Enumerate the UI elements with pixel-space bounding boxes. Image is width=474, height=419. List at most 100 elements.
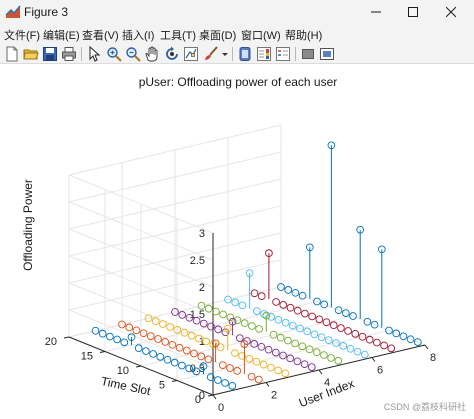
stem-marker <box>190 349 198 358</box>
y-tick-label: 10 <box>117 365 129 377</box>
wall-gridline <box>68 174 214 234</box>
matlab-figure-icon <box>5 5 21 18</box>
y-tick-mark <box>63 336 70 339</box>
menu-tools[interactable]: 工具(T) <box>160 30 197 42</box>
stem-marker <box>327 141 336 150</box>
print-icon[interactable] <box>61 46 77 62</box>
stem-marker <box>288 321 297 330</box>
menu-help[interactable]: 帮助(H) <box>285 30 323 42</box>
stem-marker <box>195 334 203 343</box>
stem-marker <box>274 366 282 375</box>
stem-marker <box>385 326 393 335</box>
link-plot-icon[interactable] <box>237 46 253 62</box>
minimize-icon <box>371 11 381 13</box>
menu-window[interactable]: 窗口(W) <box>241 30 281 42</box>
stem-marker <box>142 347 150 355</box>
stem-marker <box>132 326 141 335</box>
stem-marker <box>339 342 348 350</box>
minimize-button[interactable] <box>353 0 399 24</box>
wall-gridline <box>68 255 214 315</box>
stem-marker <box>139 329 148 338</box>
stem-marker <box>161 338 170 346</box>
stem-marker <box>206 373 215 382</box>
stem-marker <box>171 308 179 316</box>
wall-gridline <box>68 309 214 369</box>
stem-marker <box>327 354 335 362</box>
y-tick-label: 15 <box>81 351 93 363</box>
x-tick-label: 0 <box>218 402 224 414</box>
zoom-out-icon[interactable] <box>125 46 141 62</box>
stem-marker <box>307 363 316 371</box>
maximize-icon <box>408 7 418 17</box>
stem-marker <box>373 338 381 347</box>
stem-marker <box>106 332 114 341</box>
brush-icon[interactable] <box>203 46 219 62</box>
stem-marker <box>406 335 415 344</box>
toolbar-separator <box>81 47 82 61</box>
open-file-icon[interactable] <box>23 46 39 62</box>
stem-marker <box>252 357 261 366</box>
z-tick-label: 2 <box>199 282 205 294</box>
stem-marker <box>312 348 321 357</box>
stem-marker <box>233 316 242 325</box>
stem-marker <box>98 329 107 338</box>
stem-marker <box>272 298 280 306</box>
stem-marker <box>197 352 206 361</box>
stem-marker <box>356 225 365 234</box>
stem-marker <box>279 351 287 360</box>
stem-marker <box>170 358 179 367</box>
brush-dropdown-icon[interactable] <box>221 46 229 62</box>
stem3-plot[interactable]: pUser: Offloading power of each user 0 2 4… <box>0 65 474 419</box>
stem-marker <box>334 357 343 365</box>
figure-canvas[interactable]: pUser: Offloading power of each user 0 2 4… <box>0 65 474 419</box>
data-cursor-icon[interactable] <box>183 46 199 62</box>
wall-gridline <box>68 228 214 288</box>
stem-marker <box>231 349 239 357</box>
wall-gridline <box>68 282 214 342</box>
hide-plot-tools-icon[interactable] <box>300 46 316 62</box>
stem-marker <box>247 372 256 381</box>
stem-marker <box>125 323 134 332</box>
stem-marker <box>296 324 304 333</box>
stem-marker <box>219 310 227 319</box>
arrow-select-icon[interactable] <box>86 46 102 62</box>
rotate-3d-icon[interactable] <box>164 46 180 62</box>
menu-desktop[interactable]: 桌面(D) <box>199 30 237 42</box>
legend-icon[interactable] <box>275 46 291 62</box>
floor-gridline <box>176 330 390 381</box>
menu-edit[interactable]: 编辑(E) <box>43 30 80 42</box>
stem-marker <box>192 367 201 376</box>
stem-marker <box>334 306 343 315</box>
menu-view[interactable]: 查看(V) <box>82 30 119 42</box>
colorbar-icon[interactable] <box>256 46 272 62</box>
stem-marker <box>218 361 227 369</box>
stem-marker <box>204 355 213 364</box>
close-button[interactable] <box>428 0 474 24</box>
stem-marker <box>175 343 184 352</box>
stem-marker <box>377 245 386 254</box>
stem-marker <box>166 323 174 331</box>
stem-marker <box>303 327 312 336</box>
stem-marker <box>344 327 352 335</box>
maximize-button[interactable] <box>390 0 436 24</box>
save-icon[interactable] <box>42 46 58 62</box>
stem-marker <box>300 360 309 369</box>
menu-file[interactable]: 文件(F) <box>4 30 41 42</box>
stem-marker <box>259 360 268 369</box>
x-tick-mark <box>318 369 323 375</box>
show-plot-tools-icon[interactable] <box>319 46 335 62</box>
stem-marker <box>276 333 285 342</box>
menu-insert[interactable]: 插入(I) <box>122 30 155 42</box>
z-tick-label: 1 <box>199 336 205 348</box>
stem-marker <box>134 344 143 353</box>
wall-gridline <box>68 178 282 230</box>
zoom-in-icon[interactable] <box>106 46 122 62</box>
new-figure-icon[interactable] <box>4 46 20 62</box>
stem-marker <box>363 317 372 326</box>
stem-marker <box>187 331 196 340</box>
stem-marker <box>257 342 266 351</box>
stem-marker <box>322 318 331 327</box>
close-icon <box>446 7 456 17</box>
z-tick-label: 3 <box>199 228 205 240</box>
pan-hand-icon[interactable] <box>144 46 160 62</box>
